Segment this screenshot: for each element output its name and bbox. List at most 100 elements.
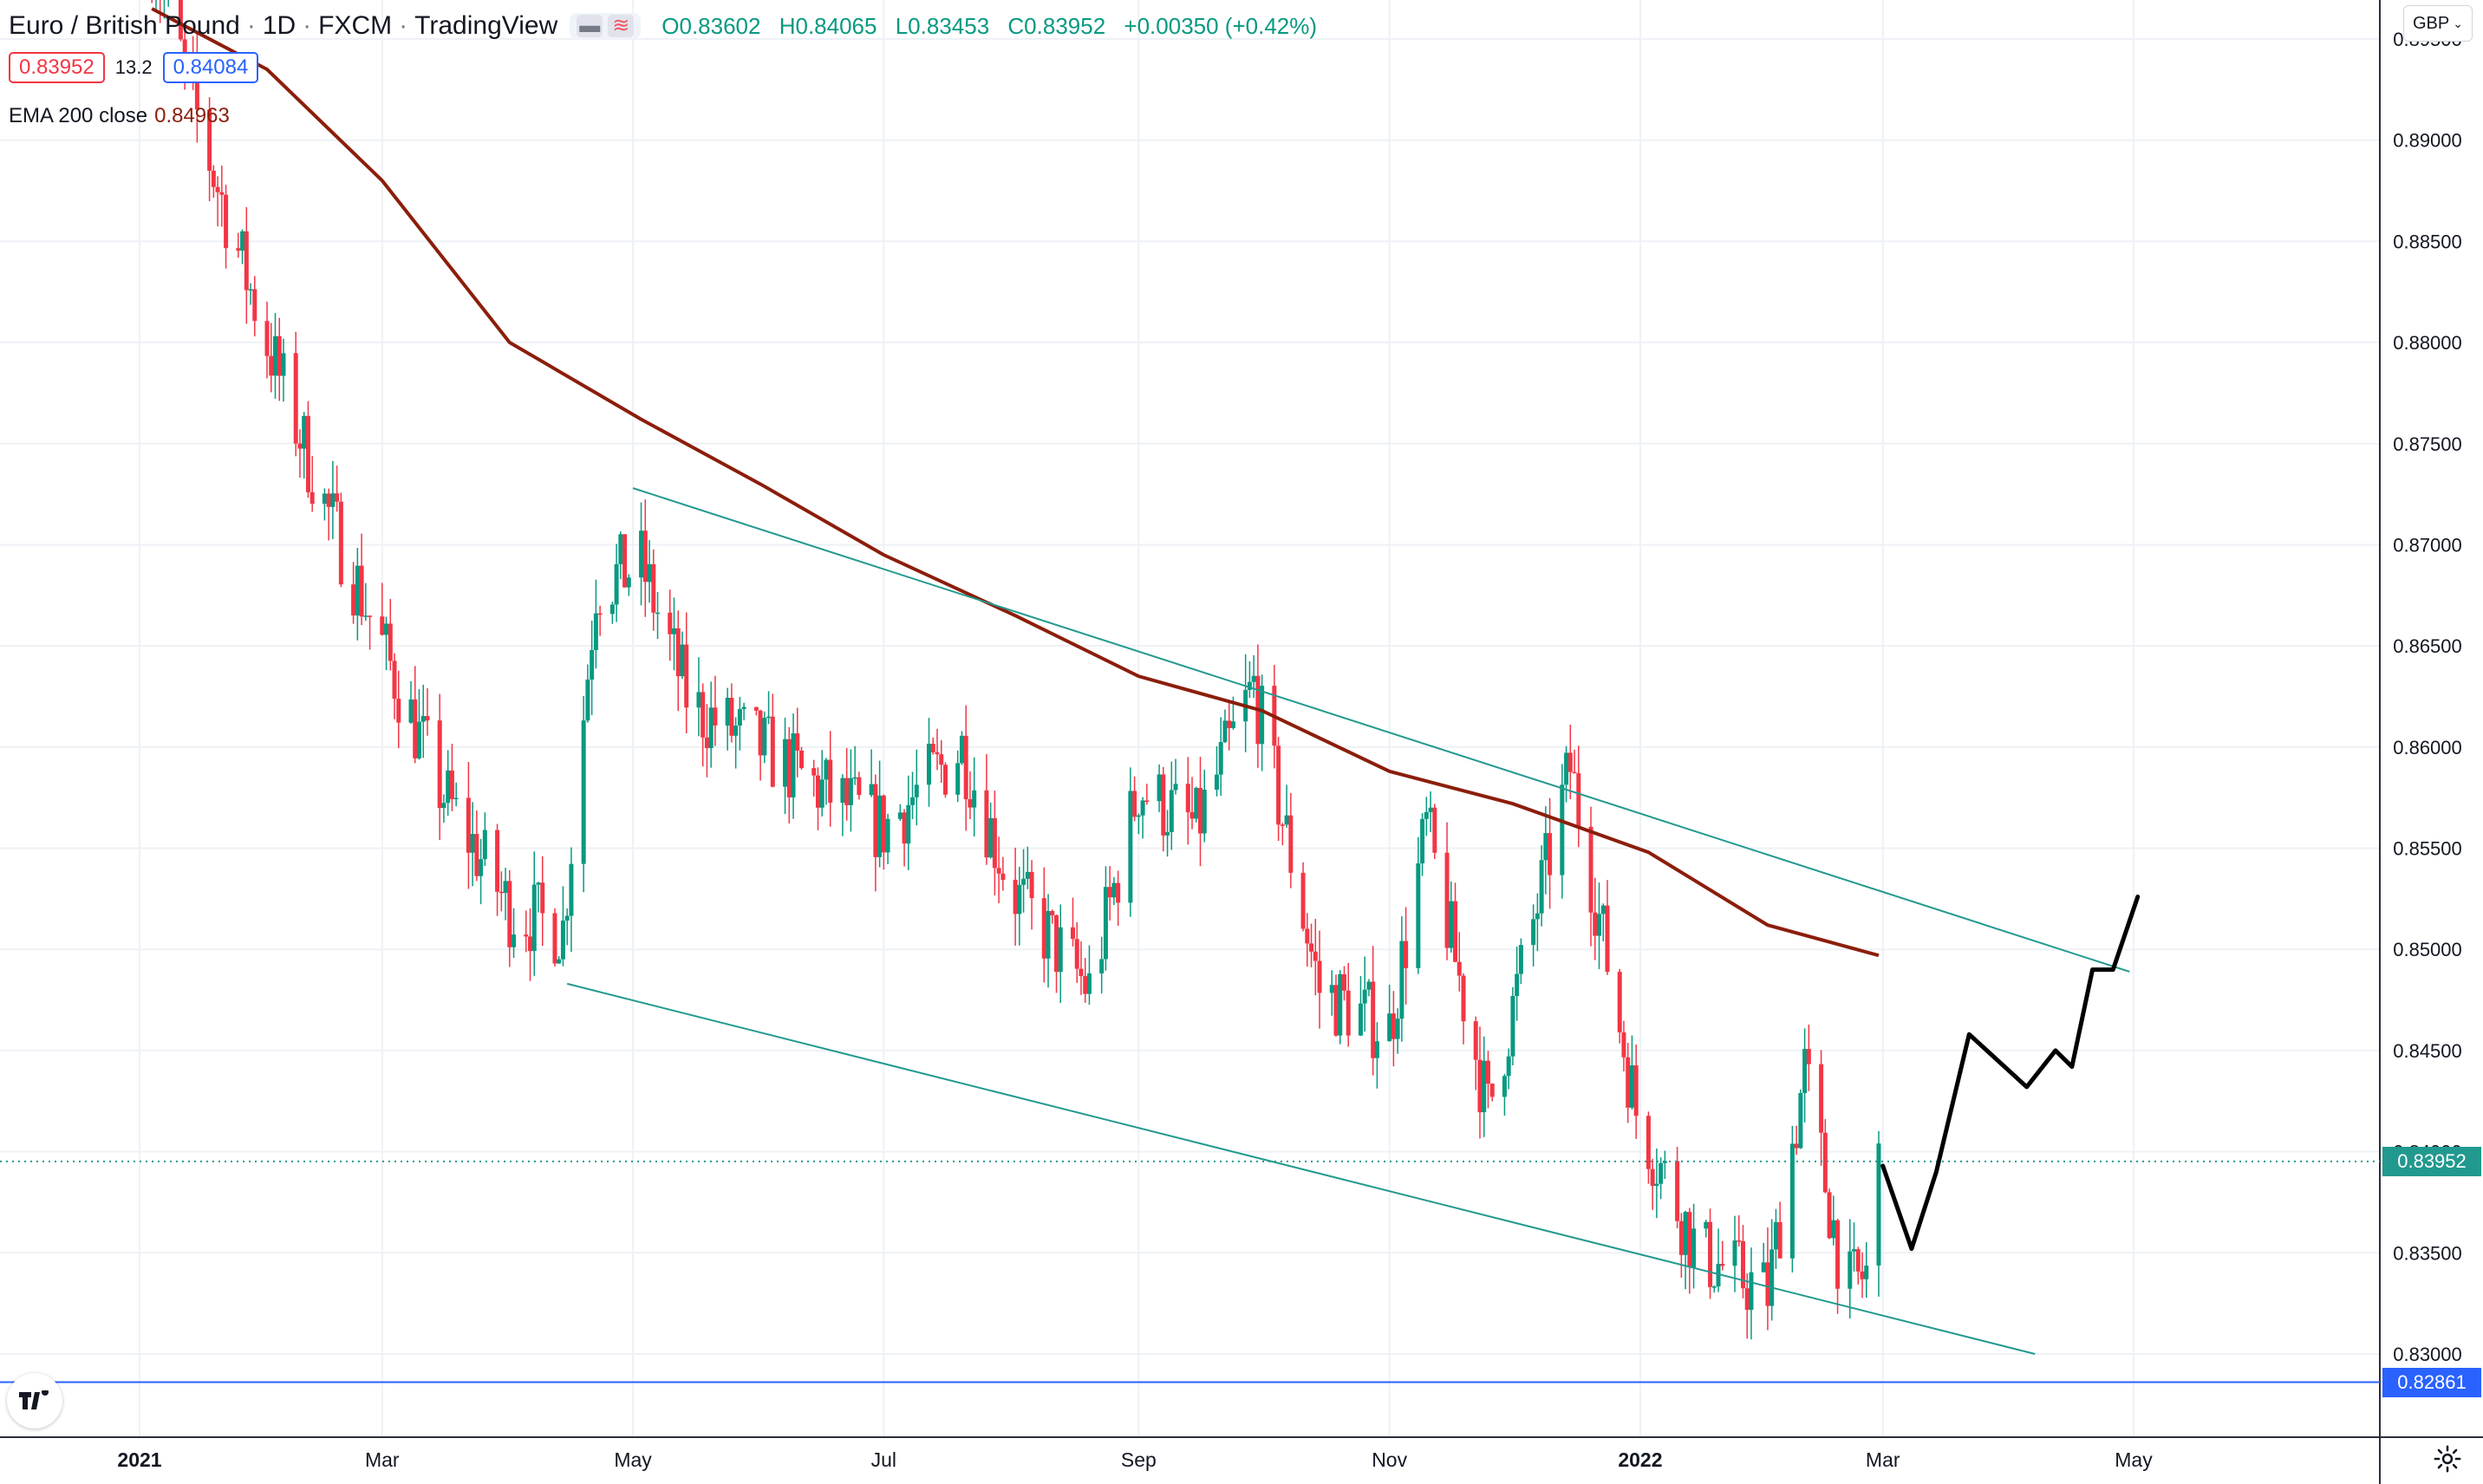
candle-body [1600,905,1606,914]
candle-body [413,699,418,758]
candle-body [762,718,767,756]
candle-body [1157,774,1162,802]
candle-body [593,613,598,650]
y-tick-label: 0.89000 [2393,130,2462,152]
candle-body [1107,887,1112,898]
candle-body [302,415,307,449]
candle-body [244,231,249,290]
candle-body [1744,1288,1750,1311]
candle-body [1074,939,1079,969]
candle-body [1576,773,1581,827]
candle-body [1395,1019,1400,1039]
candle-body [828,759,833,803]
candle-body [815,775,820,808]
candle-body [581,720,586,864]
candle-body [524,934,529,937]
y-tick-label: 0.87500 [2393,433,2462,455]
candle-body [873,784,878,857]
sell-button[interactable]: 0.83952 [9,52,105,83]
candle-body [996,868,1001,874]
candle-body [470,834,475,853]
candle-body [708,707,714,749]
candle-body [569,863,574,916]
symbol-name[interactable]: Euro / British Pound [9,11,240,40]
candle-body [277,335,282,376]
interval-label[interactable]: 1D [262,11,297,40]
candle-body [1358,1003,1363,1036]
candle-body [1366,981,1372,990]
candle-body [1333,985,1339,1036]
candle-body [704,737,709,749]
candle-body [1144,800,1150,802]
wave-icon[interactable]: ≋ [608,15,635,37]
candle-body [392,661,397,700]
candle-body [1687,1212,1692,1268]
candle-body [1716,1264,1721,1287]
candle-body [1317,960,1322,993]
ema-legend[interactable]: EMA 200 close 0.84963 [9,104,230,128]
candle-body [178,0,183,40]
candle-body [968,798,973,808]
gear-icon[interactable] [2431,1442,2464,1475]
candle-body [425,716,430,721]
candle-body [215,186,220,192]
candle-body [1341,973,1346,991]
candle-body [766,716,772,719]
candle-body [1543,833,1548,861]
candle-body [1374,1041,1379,1058]
candle-body [1855,1249,1861,1272]
horizontal-line-price-tag: 0.82861 [2382,1368,2481,1397]
candle-body [758,710,763,756]
candle-body [1777,1221,1782,1259]
candle-body [1822,1132,1828,1193]
candle-body [852,777,857,779]
candle-body [1404,941,1409,968]
candle-body [1531,919,1536,946]
series-visibility-toggle[interactable]: ▬ ≋ [570,13,642,39]
x-tick-label: Nov [1372,1448,1407,1471]
candle-body [380,616,385,635]
candle-body [955,763,961,795]
candle-body [910,797,916,805]
minus-icon[interactable]: ▬ [577,15,603,37]
candle-body [1041,898,1046,959]
currency-label: GBP [2413,13,2450,33]
candle-body [1338,973,1343,1036]
candle-body [1659,1162,1664,1184]
candle-body [1086,973,1092,994]
currency-button[interactable]: GBP ⌄ [2403,5,2473,42]
tradingview-logo-icon[interactable] [7,1373,62,1429]
candle-body [988,817,994,858]
candle-body [552,913,557,964]
candle-body [1313,951,1318,961]
candle-body [1103,887,1108,960]
candle-body [939,754,944,765]
candle-body [1116,882,1121,903]
symbol-header: Euro / British Pound · 1D · FXCM · Tradi… [9,5,1329,47]
last-price-tag: 0.83952 [2382,1147,2481,1176]
buy-button[interactable]: 0.84084 [162,52,259,83]
candle-body [642,530,648,583]
candle-body [359,565,364,617]
chevron-down-icon: ⌄ [2453,16,2463,30]
candle-body [795,733,800,751]
x-tick-label: May [2115,1448,2153,1471]
candle-body [647,563,652,583]
candle-body [1284,815,1289,825]
candle-body [1646,1116,1651,1169]
candle-body [446,770,451,804]
candle-body [326,493,331,507]
candle-body [495,830,500,892]
candle-body [639,530,644,578]
candle-body [848,778,853,805]
candle-body [1453,901,1458,962]
candle-body [1482,1060,1487,1113]
candle-body [1749,1272,1754,1311]
candle-body [1737,1240,1742,1242]
candle-body [701,692,706,738]
candle-body [293,353,298,444]
candle-body [1629,1065,1634,1108]
candle-body [655,612,661,615]
candle-body [1173,784,1178,791]
